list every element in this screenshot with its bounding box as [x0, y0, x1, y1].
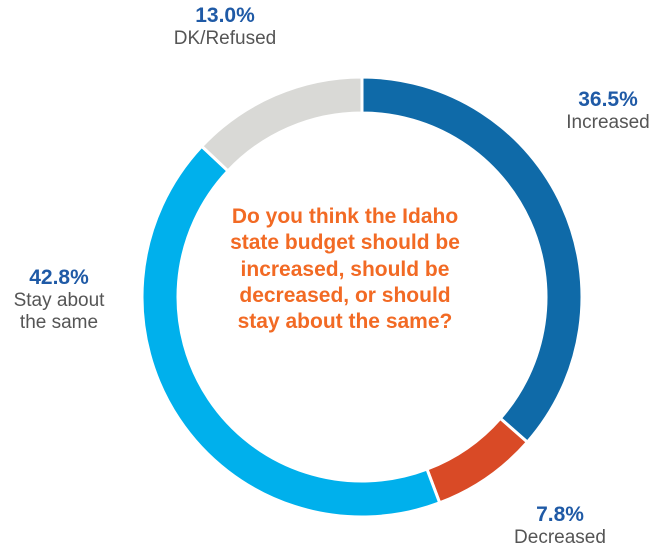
- slice-category-decreased: Decreased: [514, 527, 606, 549]
- slice-category-stay-same: Stay about the same: [13, 290, 105, 333]
- slice-decreased: [425, 416, 530, 505]
- slice-value-increased: 36.5%: [578, 88, 638, 111]
- slice-category-increased: Increased: [566, 112, 650, 134]
- slice-value-dk-refused: 13.0%: [195, 4, 255, 27]
- slice-category-dk-refused: DK/Refused: [173, 28, 277, 50]
- slice-label-decreased: 7.8% Decreased: [495, 503, 625, 549]
- slice-value-stay-same: 42.8%: [29, 266, 89, 289]
- chart-title: Do you think the Idaho state budget shou…: [230, 205, 460, 333]
- slice-value-decreased: 7.8%: [536, 503, 584, 526]
- slice-label-stay-same: 42.8% Stay about the same: [0, 266, 118, 334]
- slice-label-increased: 36.5% Increased: [548, 88, 660, 134]
- slice-label-dk-refused: 13.0% DK/Refused: [150, 4, 300, 50]
- slice-dk-refused: [199, 75, 364, 174]
